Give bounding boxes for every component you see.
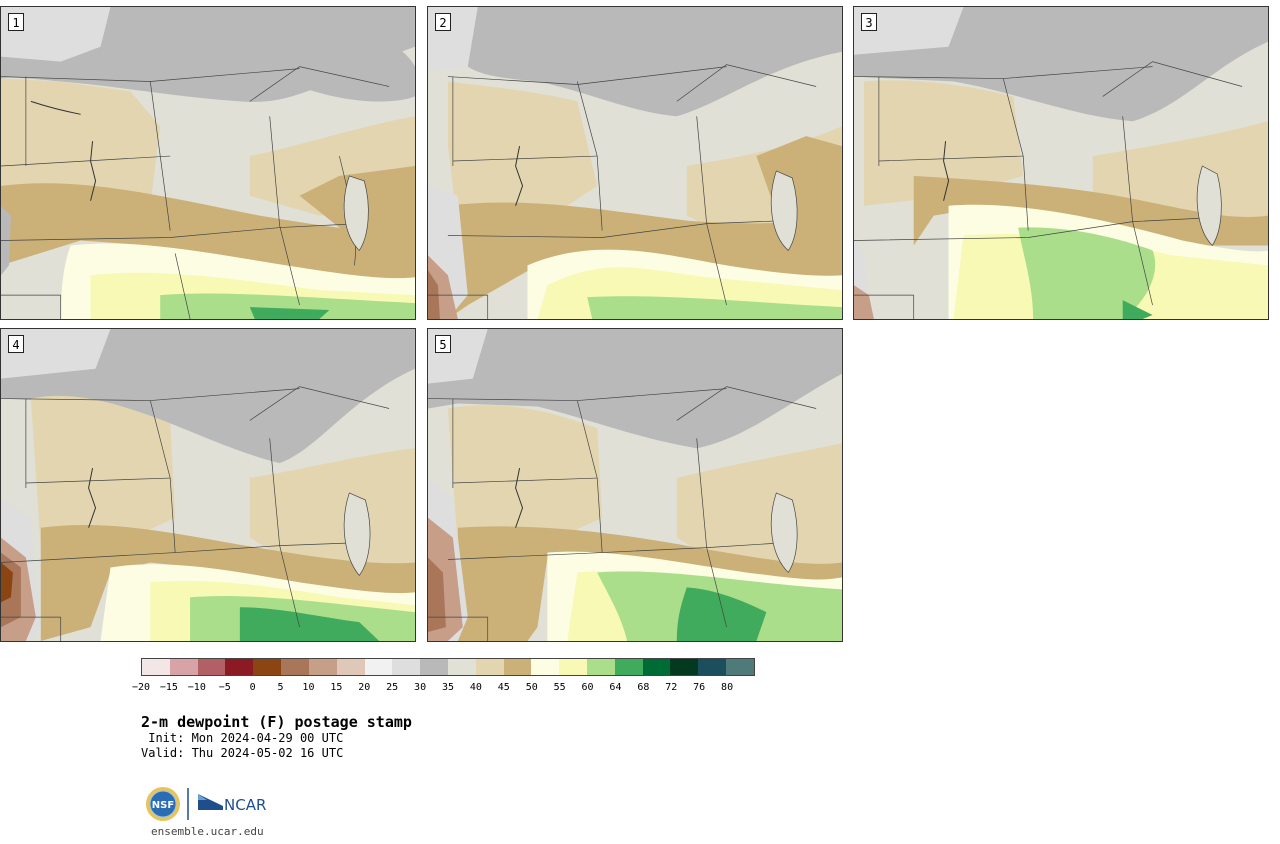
colorbar-swatch — [169, 659, 198, 675]
colorbar-swatch — [503, 659, 532, 675]
colorbar-tick-label: 15 — [330, 682, 343, 693]
colorbar-tick-label: −20 — [131, 682, 151, 693]
colorbar-tick-label: 50 — [525, 682, 538, 693]
colorbar-swatch — [587, 659, 615, 675]
map-panel-3: 3 — [853, 6, 1269, 320]
colorbar-swatch — [225, 659, 254, 675]
colorbar-tick-label: 10 — [302, 682, 315, 693]
logos: NSF NCAR — [145, 786, 285, 822]
nsf-logo-text: NSF — [152, 800, 174, 811]
colorbar-tick-label: 35 — [441, 682, 455, 693]
colorbar-swatch — [197, 659, 226, 675]
colorbar-swatch — [253, 659, 282, 675]
dewpoint-map — [1, 329, 415, 641]
colorbar-tick-label: 60 — [581, 682, 594, 693]
colorbar-tick-label: 64 — [609, 682, 622, 693]
colorbar-tick-label: 30 — [414, 682, 427, 693]
colorbar-tick-label: 80 — [721, 682, 734, 693]
colorbar-swatch — [614, 659, 643, 675]
colorbar — [141, 658, 755, 676]
figure-title: 2-m dewpoint (F) postage stamp — [141, 713, 412, 731]
ncar-logo-text: NCAR — [224, 796, 266, 814]
colorbar-swatch — [559, 659, 587, 675]
website-url[interactable]: ensemble.ucar.edu — [151, 825, 264, 838]
colorbar-swatch — [447, 659, 476, 675]
colorbar-tick-label: 76 — [693, 682, 706, 693]
colorbar-tick-label: 68 — [637, 682, 650, 693]
colorbar-tick-label: −10 — [187, 682, 206, 693]
colorbar-swatch — [642, 659, 671, 675]
colorbar-swatch — [142, 659, 170, 675]
map-panel-5: 5 — [427, 328, 843, 642]
colorbar-swatch — [531, 659, 560, 675]
panel-number: 2 — [435, 13, 451, 31]
colorbar-swatch — [475, 659, 504, 675]
dewpoint-map — [1, 7, 415, 319]
panel-number: 1 — [8, 13, 24, 31]
colorbar-tick-label: 25 — [386, 682, 399, 693]
panel-number: 3 — [861, 13, 877, 31]
colorbar-tick-label: 20 — [358, 682, 371, 693]
init-time: Init: Mon 2024-04-29 00 UTC — [141, 731, 344, 745]
colorbar-tick-label: −15 — [159, 682, 178, 693]
colorbar-swatch — [698, 659, 727, 675]
colorbar-swatch — [336, 659, 365, 675]
panel-number: 4 — [8, 335, 24, 353]
dewpoint-map — [428, 7, 842, 319]
map-panel-4: 4 — [0, 328, 416, 642]
colorbar-tick-label: 55 — [553, 682, 566, 693]
map-panel-1: 1 — [0, 6, 416, 320]
colorbar-swatch — [420, 659, 448, 675]
colorbar-tick-label: 0 — [249, 682, 256, 693]
map-panel-2: 2 — [427, 6, 843, 320]
dewpoint-map — [428, 329, 842, 641]
colorbar-swatch — [364, 659, 393, 675]
colorbar-tick-labels: −20 −15 −10 −5 0 5 10 15 20 25 30 35 40 45 50 55 60 64 68 7… — [132, 682, 755, 696]
colorbar-tick-label: 40 — [469, 682, 482, 693]
panel-number: 5 — [435, 335, 451, 353]
nsf-logo: NSF — [146, 787, 180, 821]
colorbar-tick-label: −5 — [218, 682, 231, 693]
valid-time: Valid: Thu 2024-05-02 16 UTC — [141, 746, 344, 760]
ncar-logo: NCAR — [198, 794, 266, 814]
colorbar-tick-label: 45 — [497, 682, 510, 693]
dewpoint-map — [854, 7, 1268, 319]
colorbar-tick-label: 5 — [277, 682, 284, 693]
colorbar-swatch — [392, 659, 421, 675]
colorbar-swatch — [670, 659, 699, 675]
colorbar-tick-label: 72 — [665, 682, 678, 693]
colorbar-swatch — [281, 659, 309, 675]
logo-graphics: NSF NCAR — [146, 787, 266, 821]
colorbar-swatch — [726, 659, 754, 675]
colorbar-swatch — [308, 659, 337, 675]
